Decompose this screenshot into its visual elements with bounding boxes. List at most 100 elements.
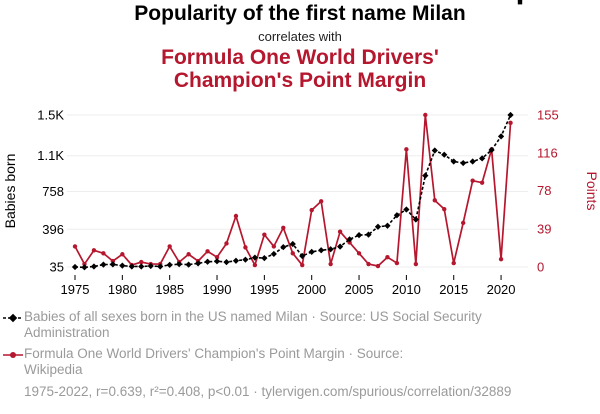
data-point-points — [252, 262, 258, 268]
x-tick-label: 1995 — [250, 282, 279, 297]
data-point-babies — [422, 172, 429, 179]
data-point-points — [262, 232, 267, 237]
data-point-points — [508, 120, 513, 126]
data-point-points — [110, 258, 116, 264]
data-point-points — [460, 220, 466, 226]
chart-subtitle: Formula One World Drivers' Champion's Po… — [0, 46, 600, 92]
data-point-babies — [327, 246, 334, 253]
data-point-babies — [517, 0, 523, 5]
data-point-points — [498, 256, 504, 262]
data-point-points — [120, 252, 125, 257]
legend-marker-black — [3, 313, 23, 323]
data-point-babies — [71, 263, 79, 271]
chart-subtitle-line1: Formula One World Drivers' — [161, 46, 439, 69]
data-point-babies — [318, 247, 325, 254]
y-left-axis-title: Babies born — [2, 154, 18, 229]
legend-item-babies: Babies of all sexes born in the US named… — [3, 309, 584, 341]
series-babies-born — [71, 0, 523, 271]
data-point-points — [318, 199, 324, 204]
chart-subtitle-line2: Champion's Point Margin — [173, 69, 427, 92]
data-point-babies — [365, 231, 372, 238]
x-tick-label: 2010 — [392, 282, 421, 297]
y-right-tick-label: 0 — [537, 260, 544, 275]
data-point-babies — [393, 212, 401, 219]
y-left-tick-label: 758 — [42, 184, 64, 199]
data-point-points — [271, 244, 277, 249]
data-point-points — [101, 251, 106, 256]
data-point-babies — [299, 252, 306, 260]
data-point-points — [224, 241, 229, 246]
data-point-babies — [412, 216, 419, 223]
legend-label-points-line2: Wikipedia — [24, 362, 83, 377]
x-tick-label: 1980 — [108, 282, 137, 297]
axes: 35 396 758 1.1K 1.5K 0 39 78 116 155 1975 1980 1985 1… — [2, 108, 600, 298]
data-point-points — [309, 207, 314, 213]
data-point-babies — [479, 155, 486, 162]
data-point-points — [451, 260, 456, 266]
data-point-babies — [384, 222, 391, 229]
data-point-babies — [460, 159, 467, 167]
data-point-babies — [280, 244, 287, 251]
data-point-babies — [232, 257, 240, 264]
y-right-tick-label: 78 — [537, 183, 551, 198]
data-point-babies — [176, 261, 183, 268]
data-point-points — [281, 225, 286, 230]
y-left-tick-label: 1.1K — [37, 148, 64, 163]
data-point-points — [479, 180, 485, 185]
grid-lines — [67, 114, 528, 268]
y-left-tick-label: 35 — [50, 260, 64, 275]
data-point-points — [82, 261, 87, 267]
data-point-points — [394, 260, 400, 266]
data-point-points — [167, 244, 172, 249]
data-point-points — [139, 259, 144, 265]
chart-connector: correlates with — [258, 29, 342, 44]
chart-title: Popularity of the first name Milan — [134, 2, 466, 25]
data-point-babies — [119, 262, 126, 269]
y-right-tick-label: 39 — [537, 221, 551, 236]
data-point-babies — [90, 263, 98, 270]
x-tick-label: 2005 — [345, 282, 374, 297]
data-point-points — [290, 251, 295, 256]
data-point-points — [423, 112, 428, 118]
data-point-babies — [308, 248, 315, 255]
data-point-points — [442, 206, 447, 212]
data-point-babies — [204, 258, 211, 265]
legend-label-babies-line1: Babies of all sexes born in the US named… — [24, 309, 482, 324]
data-point-babies — [213, 258, 221, 265]
data-point-babies — [242, 256, 249, 263]
data-point-points — [214, 254, 220, 260]
x-tick-label: 2000 — [297, 282, 326, 297]
data-point-points — [186, 252, 191, 257]
data-point-points — [375, 263, 381, 269]
data-point-babies — [441, 151, 448, 158]
data-point-points — [91, 248, 97, 253]
y-right-tick-label: 116 — [537, 146, 558, 161]
data-point-babies — [469, 158, 476, 165]
legend-label-babies-line2: Administration — [24, 325, 110, 340]
data-point-points — [328, 261, 333, 267]
legend-item-points: Formula One World Drivers' Champion's Po… — [3, 346, 584, 378]
data-point-points — [432, 198, 437, 203]
x-tick-label: 2015 — [439, 282, 468, 297]
data-point-babies — [261, 255, 268, 262]
footer-stats: 1975-2022, r=0.639, r²=0.408, p<0.01 · t… — [24, 384, 512, 399]
data-point-points — [243, 245, 248, 250]
y-left-tick-label: 1.5K — [37, 108, 64, 123]
data-point-points — [470, 178, 475, 183]
data-point-babies — [251, 254, 259, 261]
data-point-points — [404, 147, 409, 152]
legend-marker-red — [3, 352, 23, 358]
data-point-points — [72, 244, 78, 249]
data-point-babies — [507, 111, 514, 119]
data-point-points — [347, 240, 352, 245]
x-tick-label: 1985 — [155, 282, 184, 297]
x-tick-label: 1990 — [203, 282, 232, 297]
data-point-points — [337, 229, 343, 234]
data-point-points — [233, 213, 239, 219]
y-right-tick-label: 155 — [537, 108, 559, 123]
data-point-babies — [128, 263, 135, 270]
data-point-points — [413, 261, 419, 267]
data-point-babies — [81, 264, 88, 271]
data-point-points — [300, 262, 305, 268]
